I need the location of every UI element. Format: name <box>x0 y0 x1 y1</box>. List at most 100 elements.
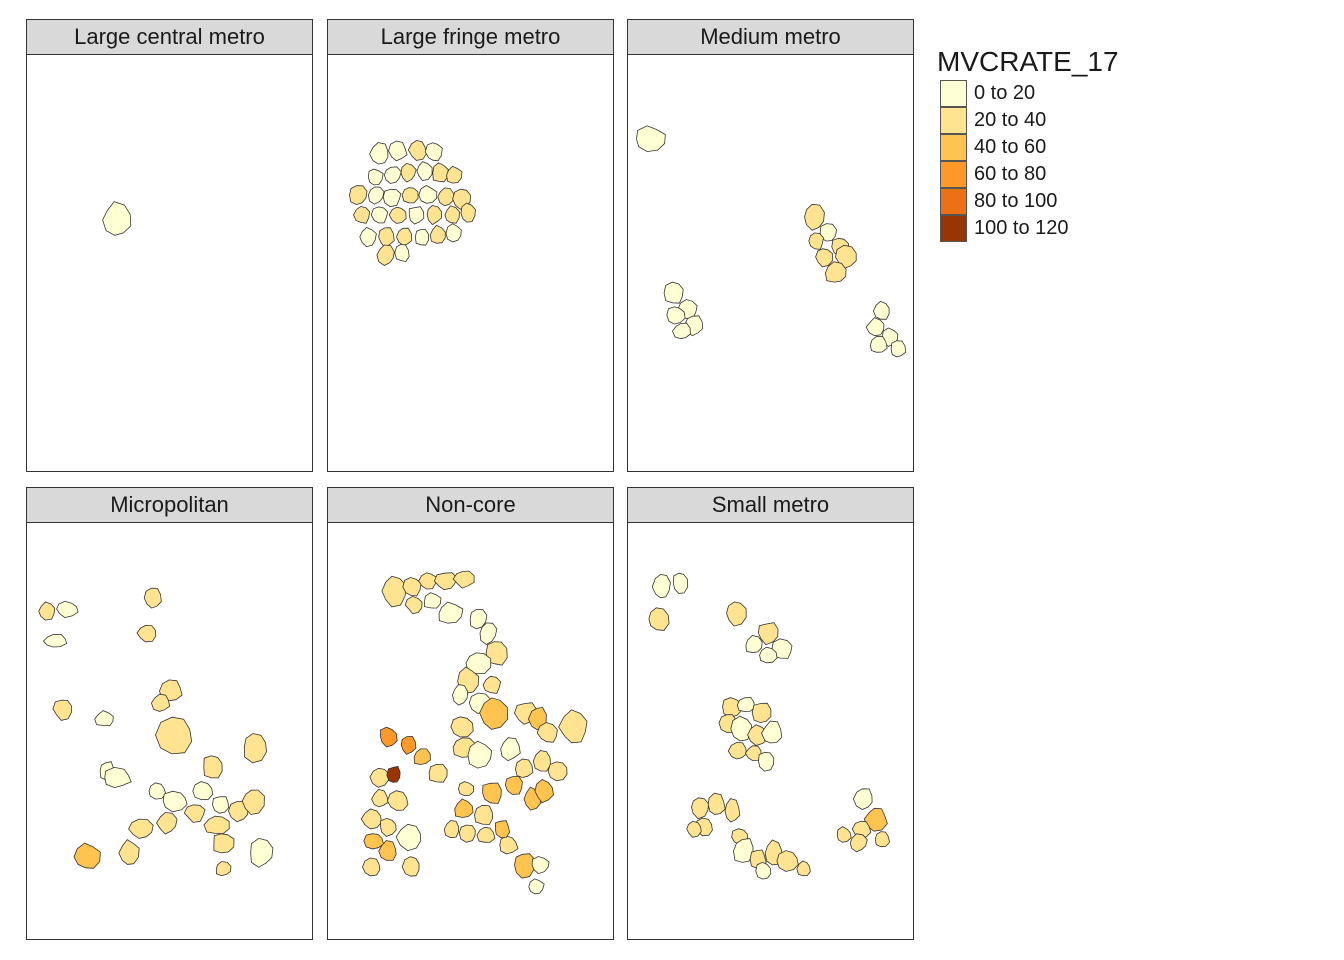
county-shape <box>445 223 462 243</box>
county-shape <box>388 206 407 224</box>
county-shape <box>465 652 492 674</box>
county-shape <box>243 733 267 764</box>
county-shape <box>479 697 509 730</box>
county-shape <box>241 789 265 815</box>
county-shape <box>401 187 419 204</box>
county-shape <box>531 856 550 875</box>
county-shape <box>380 817 397 837</box>
county-shape <box>872 300 890 320</box>
county-shape <box>367 186 385 205</box>
county-shape <box>736 697 755 712</box>
county-shape <box>203 755 223 779</box>
county-shape <box>890 340 907 358</box>
county-shape <box>874 831 891 848</box>
facet-map-large-central-metro <box>102 201 132 236</box>
county-shape <box>514 758 534 778</box>
county-shape <box>458 824 476 843</box>
county-shape <box>454 798 474 818</box>
county-shape <box>804 203 825 231</box>
county-shape <box>394 243 410 263</box>
county-shape <box>429 224 446 244</box>
county-shape <box>499 835 519 855</box>
county-shape <box>104 766 132 789</box>
county-shape <box>686 820 702 838</box>
county-shape <box>418 572 438 590</box>
legend-label: 100 to 120 <box>974 217 1069 239</box>
county-shape <box>835 244 857 269</box>
county-shape <box>691 797 709 820</box>
county-shape <box>424 592 442 609</box>
county-shape <box>707 792 726 815</box>
county-shape <box>143 587 162 609</box>
county-shape <box>192 781 214 801</box>
legend-item: 0 to 20 <box>940 80 1119 107</box>
county-shape <box>386 790 409 811</box>
county-shape <box>250 837 274 868</box>
county-shape <box>724 798 741 823</box>
county-shape <box>215 861 232 877</box>
legend-item: 40 to 60 <box>940 134 1119 161</box>
county-shape <box>148 782 167 800</box>
county-shape <box>494 820 511 839</box>
county-shape <box>400 736 417 755</box>
county-shape <box>836 826 852 843</box>
county-shape <box>370 206 389 224</box>
county-shape <box>118 839 140 865</box>
county-shape <box>128 818 154 839</box>
legend-label: 40 to 60 <box>974 136 1047 158</box>
county-shape <box>733 838 754 863</box>
county-shape <box>371 788 389 808</box>
county-shape <box>757 622 779 646</box>
legend-label: 80 to 100 <box>974 190 1058 212</box>
county-shape <box>426 204 443 226</box>
county-shape <box>380 726 398 748</box>
county-shape <box>726 601 747 627</box>
county-shape <box>727 742 747 760</box>
county-shape <box>460 202 476 223</box>
facet-map-non-core <box>360 570 588 895</box>
county-shape <box>38 601 56 621</box>
facet-strip-label: Medium metro <box>628 20 913 55</box>
facet-panel-non-core: Non-core <box>327 487 614 940</box>
county-shape <box>476 826 496 843</box>
county-shape <box>369 142 389 165</box>
legend-label: 0 to 20 <box>974 82 1036 104</box>
county-shape <box>416 161 433 181</box>
legend-label: 20 to 40 <box>974 109 1047 131</box>
facet-map-medium-metro <box>636 125 907 358</box>
county-shape <box>369 767 390 788</box>
county-shape <box>401 856 420 877</box>
legend-item: 60 to 80 <box>940 161 1119 188</box>
county-shape <box>438 601 464 624</box>
county-shape <box>849 833 868 853</box>
county-shape <box>458 781 475 797</box>
county-shape <box>183 804 206 823</box>
county-shape <box>408 206 425 225</box>
county-shape <box>536 722 558 743</box>
legend-title: MVCRATE_17 <box>937 46 1119 77</box>
county-shape <box>528 878 545 895</box>
county-shape <box>203 815 230 835</box>
map-legend: MVCRATE_17 0 to 20 20 to 40 40 to 60 60 … <box>937 44 1119 242</box>
county-shape <box>360 808 382 830</box>
county-shape <box>771 638 793 659</box>
legend-swatch <box>940 215 967 242</box>
county-shape <box>796 860 811 877</box>
county-shape <box>386 765 401 783</box>
county-shape <box>852 788 873 810</box>
county-shape <box>378 840 397 861</box>
county-shape <box>450 716 474 738</box>
county-shape <box>437 187 455 207</box>
county-shape <box>500 737 521 762</box>
county-shape <box>150 693 171 712</box>
county-shape <box>815 248 834 268</box>
county-shape <box>52 699 72 721</box>
county-shape <box>414 229 430 246</box>
county-shape <box>482 675 502 694</box>
county-shape <box>651 573 671 599</box>
county-shape <box>378 227 395 248</box>
county-shape <box>451 684 469 706</box>
county-shape <box>424 142 443 162</box>
county-shape <box>865 317 885 337</box>
county-shape <box>482 782 502 804</box>
